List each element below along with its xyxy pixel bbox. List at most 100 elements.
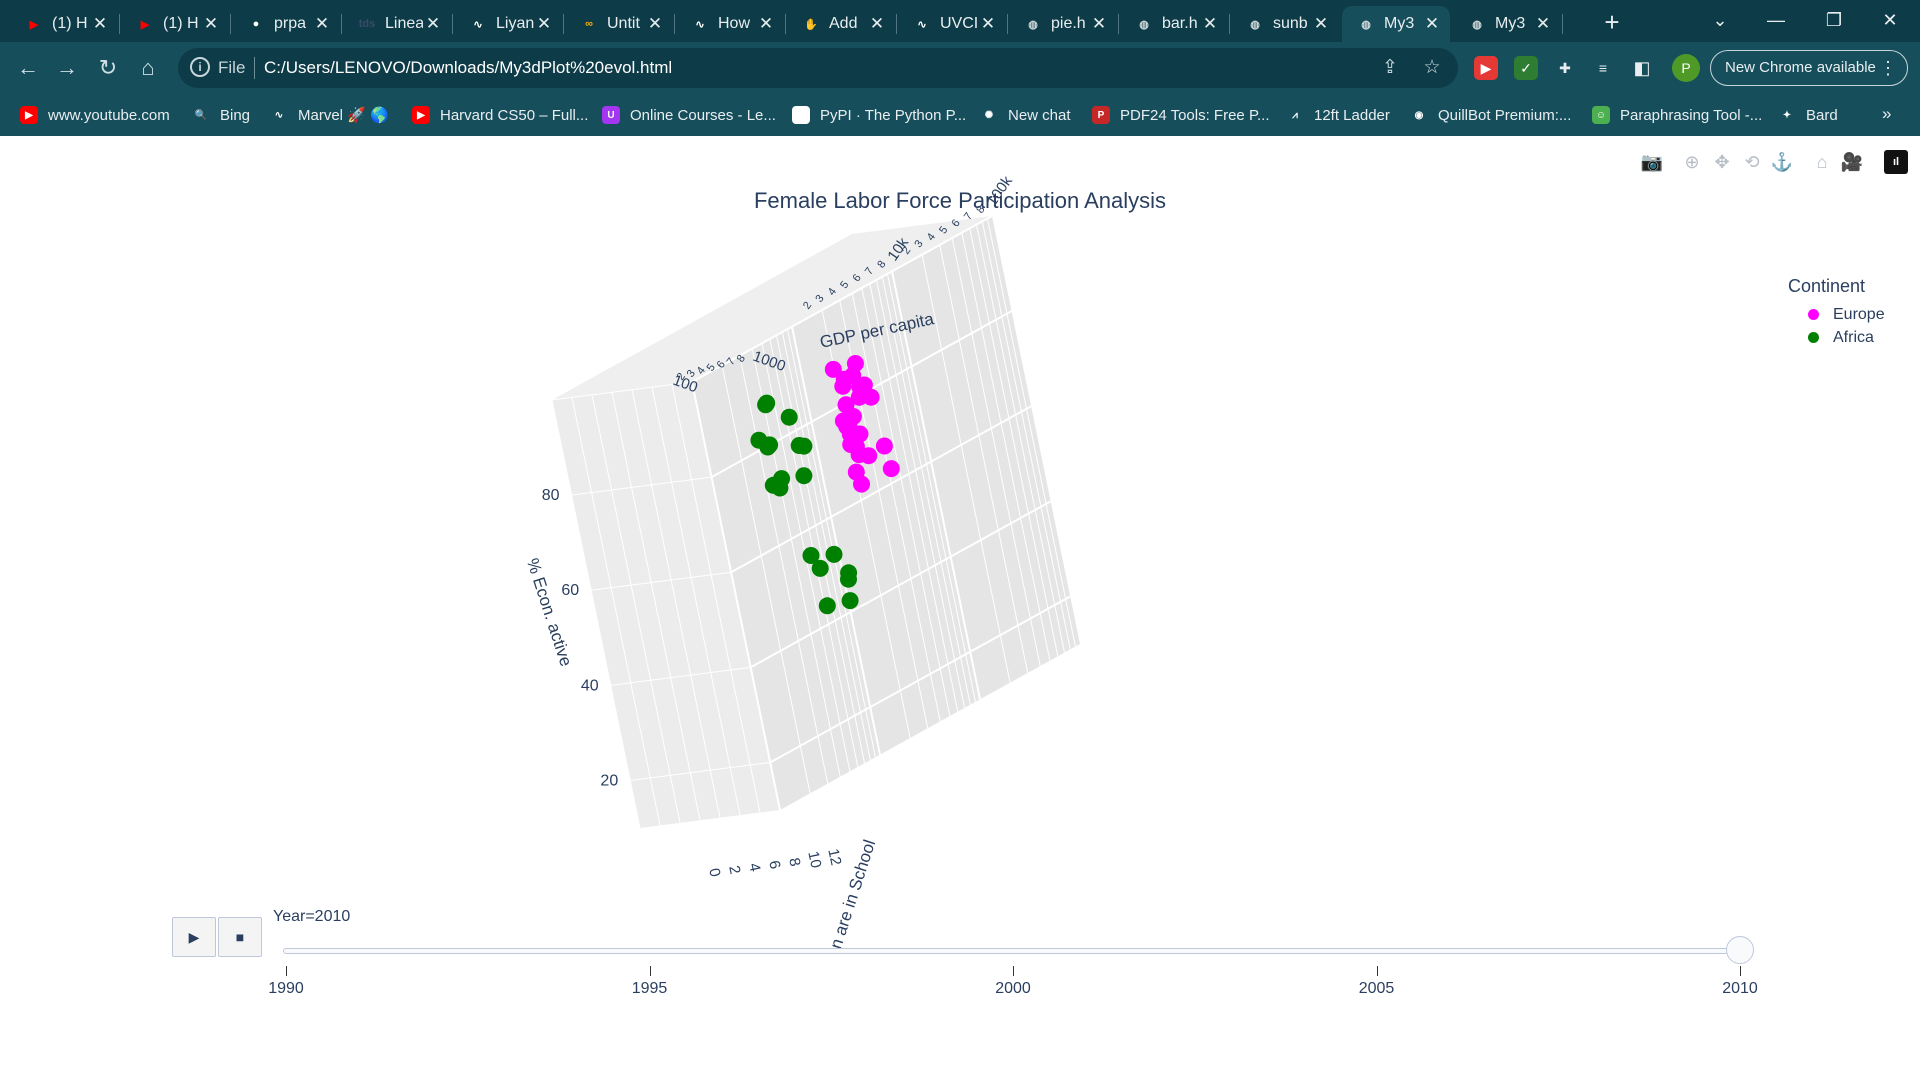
tab-search-icon[interactable]: ⌄ — [1712, 10, 1728, 30]
new-chrome-available-button[interactable]: New Chrome available ⋮ — [1710, 50, 1908, 86]
play-button[interactable]: ▶ — [172, 917, 216, 957]
star-icon[interactable]: ☆ — [1423, 57, 1441, 78]
slider-tick-label[interactable]: 2000 — [995, 980, 1031, 997]
orbit-icon[interactable]: ⟲ — [1744, 152, 1760, 172]
close-tab-icon[interactable]: ✕ — [1535, 14, 1551, 33]
data-point-europe[interactable] — [882, 460, 900, 478]
browser-tab[interactable]: ◍ My3 ✕ — [1453, 6, 1561, 42]
close-tab-icon[interactable]: ✕ — [536, 14, 552, 33]
forward-button[interactable]: → — [56, 55, 78, 80]
browser-tab[interactable]: ✋ Add ✕ — [787, 6, 895, 42]
bookmark-item[interactable]: ✦ Bard — [1778, 104, 1838, 126]
close-tab-icon[interactable]: ✕ — [1091, 14, 1107, 33]
data-point-africa[interactable] — [802, 547, 820, 564]
bookmark-item[interactable]: ▣ PyPI · The Python P... — [792, 104, 966, 126]
share-icon[interactable]: ⇪ — [1382, 57, 1398, 78]
plotly-logo-icon[interactable]: ıl — [1884, 150, 1908, 174]
bookmark-item[interactable]: ◉ QuillBot Premium:... — [1410, 104, 1571, 126]
close-tab-icon[interactable]: ✕ — [1313, 14, 1329, 33]
bookmarks-overflow-button[interactable]: » — [1882, 104, 1892, 123]
close-tab-icon[interactable]: ✕ — [314, 14, 330, 33]
close-tab-icon[interactable]: ✕ — [758, 14, 774, 33]
bookmark-item[interactable]: ✺ New chat — [980, 104, 1071, 126]
side-panel-icon[interactable]: ◧ — [1633, 58, 1651, 78]
data-point-africa[interactable] — [825, 545, 843, 563]
data-point-africa[interactable] — [790, 437, 808, 454]
close-tab-icon[interactable]: ✕ — [647, 14, 663, 33]
extension-red-icon[interactable]: ▶ — [1474, 56, 1498, 80]
window-close-icon[interactable]: ✕ — [1882, 10, 1898, 30]
data-point-europe[interactable] — [847, 438, 865, 456]
browser-tab[interactable]: ▶ (1) H ✕ — [121, 6, 229, 42]
reload-button[interactable]: ↻ — [98, 55, 118, 80]
data-point-europe[interactable] — [844, 408, 862, 425]
bookmark-item[interactable]: ▶ Harvard CS50 – Full... — [412, 104, 588, 126]
data-point-europe[interactable] — [855, 376, 873, 394]
browser-tab[interactable]: ∞ Untit ✕ — [565, 6, 673, 42]
data-point-africa[interactable] — [811, 559, 829, 577]
browser-tab[interactable]: ◍ pie.h ✕ — [1009, 6, 1117, 42]
info-icon[interactable]: i — [190, 57, 210, 77]
bookmark-item[interactable]: P PDF24 Tools: Free P... — [1092, 104, 1270, 126]
new-tab-button[interactable]: + — [1604, 7, 1620, 37]
year-slider-handle[interactable] — [1726, 936, 1754, 964]
data-point-europe[interactable] — [834, 377, 852, 395]
browser-tab[interactable]: ◍ My3 ✕ — [1342, 6, 1450, 42]
browser-tab[interactable]: tds Linea ✕ — [343, 6, 451, 42]
camera-icon[interactable]: 📷 — [1640, 152, 1664, 172]
data-point-africa[interactable] — [818, 597, 836, 615]
bookmark-item[interactable]: ☺ Paraphrasing Tool -... — [1592, 104, 1762, 126]
browser-tab[interactable]: ∿ How ✕ — [676, 6, 784, 42]
close-tab-icon[interactable]: ✕ — [92, 14, 108, 33]
zoom-icon[interactable]: ⊕ — [1684, 152, 1700, 172]
bookmark-item[interactable]: ⩘ 12ft Ladder — [1286, 104, 1390, 126]
minimize-icon[interactable]: — — [1767, 10, 1785, 30]
media-control-icon[interactable]: ≡ — [1598, 60, 1608, 76]
close-tab-icon[interactable]: ✕ — [1424, 14, 1440, 33]
slider-tick-label[interactable]: 1990 — [268, 980, 304, 997]
data-point-europe[interactable] — [846, 355, 864, 372]
browser-tab[interactable]: ∿ Liyan ✕ — [454, 6, 562, 42]
data-point-europe[interactable] — [824, 360, 842, 378]
slider-tick-label[interactable]: 2005 — [1358, 980, 1395, 997]
stop-button[interactable]: ■ — [218, 917, 262, 957]
bookmark-item[interactable]: ▶ www.youtube.com — [20, 104, 170, 126]
slider-tick-label[interactable]: 1995 — [631, 980, 668, 997]
bookmark-item[interactable]: 🔍 Bing — [192, 104, 250, 126]
legend-item-europe[interactable]: Europe — [1788, 303, 1885, 326]
reset-camera-icon[interactable]: ⌂ — [1816, 152, 1828, 172]
puzzle-icon[interactable]: ✚ — [1559, 60, 1571, 76]
data-point-africa[interactable] — [759, 438, 777, 456]
shield-icon[interactable]: ✓ — [1514, 56, 1538, 80]
year-slider-rail[interactable] — [283, 948, 1741, 954]
data-point-europe[interactable] — [847, 463, 865, 481]
restore-icon[interactable]: ❐ — [1825, 10, 1843, 30]
data-point-africa[interactable] — [780, 408, 798, 426]
browser-tab[interactable]: ∿ UVCI ✕ — [898, 6, 1006, 42]
data-point-africa[interactable] — [841, 592, 859, 610]
browser-tab[interactable]: ◍ sunb ✕ — [1231, 6, 1339, 42]
home-button[interactable]: ⌂ — [141, 55, 155, 80]
pan-icon[interactable]: ✥ — [1714, 152, 1730, 172]
back-button[interactable]: ← — [17, 55, 39, 80]
data-point-africa[interactable] — [771, 479, 789, 497]
browser-tab[interactable]: ▶ (1) H ✕ — [10, 6, 118, 42]
close-tab-icon[interactable]: ✕ — [1202, 14, 1218, 33]
data-point-europe[interactable] — [875, 437, 893, 455]
bookmark-item[interactable]: U Online Courses - Le... — [602, 104, 776, 126]
slider-tick-label[interactable]: 2010 — [1722, 980, 1758, 997]
data-point-africa[interactable] — [757, 396, 775, 414]
turntable-icon[interactable]: ⚓ — [1770, 152, 1794, 172]
close-tab-icon[interactable]: ✕ — [869, 14, 885, 33]
address-bar[interactable]: i File C:/Users/LENOVO/Downloads/My3dPlo… — [178, 48, 1458, 88]
browser-tab[interactable]: ◍ bar.h ✕ — [1120, 6, 1228, 42]
profile-avatar[interactable]: P — [1672, 54, 1700, 82]
last-view-icon[interactable]: 🎥 — [1840, 152, 1864, 172]
url-text[interactable]: C:/Users/LENOVO/Downloads/My3dPlot%20evo… — [264, 58, 673, 77]
kebab-menu-icon[interactable]: ⋮ — [1879, 58, 1897, 78]
legend-item-africa[interactable]: Africa — [1788, 326, 1885, 349]
data-point-africa[interactable] — [795, 467, 813, 485]
close-tab-icon[interactable]: ✕ — [980, 14, 996, 33]
data-point-africa[interactable] — [840, 570, 857, 588]
